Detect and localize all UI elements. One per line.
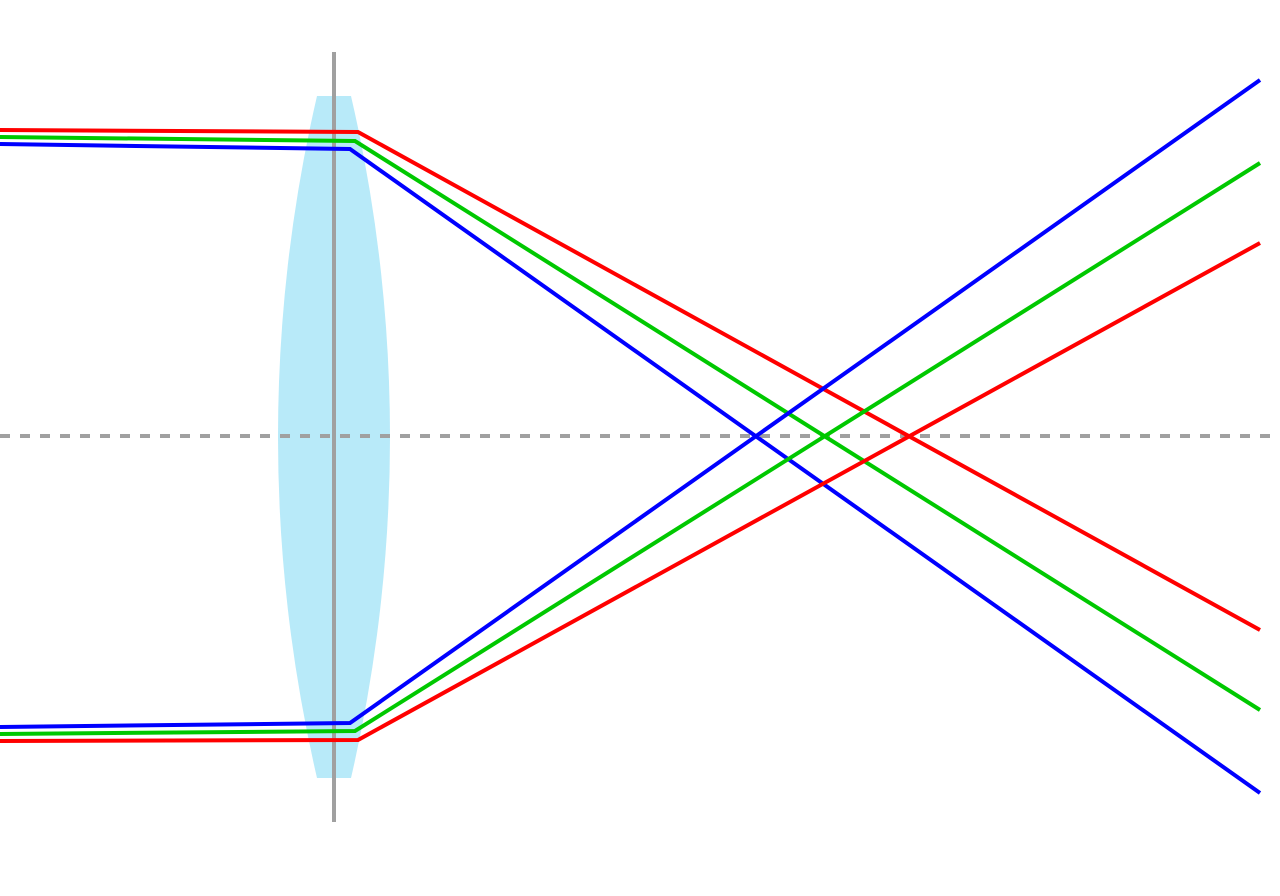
diagram-background	[0, 0, 1280, 896]
